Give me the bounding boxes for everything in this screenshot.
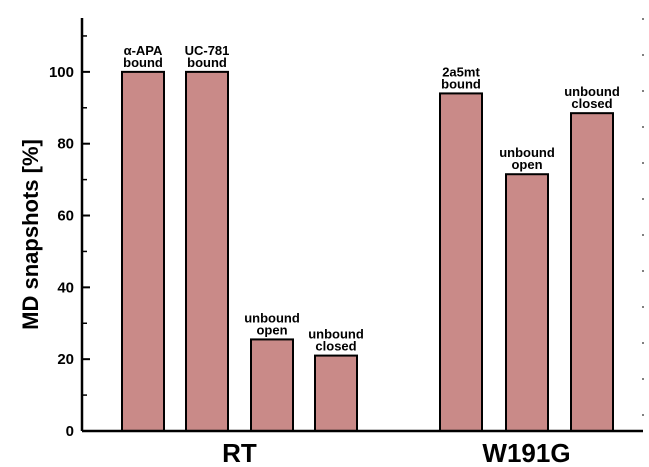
- group-labels: RT W191G: [222, 438, 570, 467]
- bar-RT-4: [314, 354, 358, 432]
- bar-labels: α-APA bound UC-781 bound unbound open unbound c…: [123, 43, 620, 354]
- y-tick-label: 80: [57, 136, 74, 153]
- bar-RT-1: [121, 70, 165, 432]
- y-axis-title: MD snapshots [%]: [18, 139, 43, 330]
- bar-label: unbound closed: [308, 327, 364, 354]
- bar-W191G-2: [505, 173, 549, 432]
- bar-W191G-3: [570, 112, 614, 433]
- bar-label: UC-781 bound: [185, 43, 230, 70]
- bar-label: α-APA bound: [123, 43, 163, 70]
- y-tick-label: 60: [57, 208, 74, 225]
- bar-label: unbound open: [244, 310, 300, 337]
- bar-W191G-1: [439, 92, 483, 432]
- bar-label: unbound open: [499, 145, 555, 172]
- bar-RT-2: [185, 70, 229, 432]
- bar-label: unbound closed: [564, 84, 620, 111]
- group-label-W191G: W191G: [482, 438, 570, 467]
- bar-RT-3: [250, 338, 294, 433]
- axes: [80, 18, 644, 433]
- y-tick-label: 40: [57, 279, 74, 296]
- y-axis-title-group: MD snapshots [%]: [18, 139, 43, 330]
- y-axis-ticks: 0 20 40 60 80 100: [49, 35, 90, 440]
- bar-label: 2a5mt bound: [441, 64, 481, 91]
- y-tick-label: 100: [49, 64, 74, 81]
- group-label-RT: RT: [222, 438, 257, 467]
- y-tick-label: 20: [57, 351, 74, 368]
- bars: [121, 70, 614, 433]
- y-tick-label: 0: [66, 423, 74, 440]
